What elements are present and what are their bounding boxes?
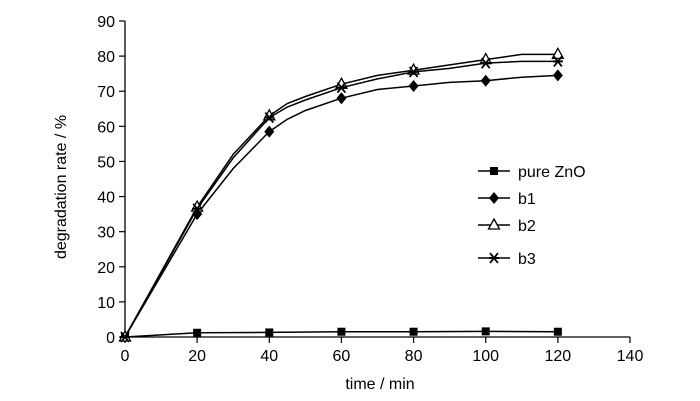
data-point — [193, 328, 202, 337]
y-tick-label: 90 — [97, 14, 115, 31]
legend-marker — [489, 252, 499, 264]
y-axis-title: degradation rate / % — [53, 115, 70, 259]
legend-label: b1 — [518, 191, 536, 208]
y-tick-label: 30 — [97, 225, 115, 242]
series-line — [124, 74, 558, 338]
x-tick-label: 0 — [121, 348, 130, 365]
data-point — [265, 328, 274, 337]
series-4 — [120, 55, 563, 343]
x-tick-label: 20 — [188, 348, 206, 365]
y-tick-label: 60 — [97, 119, 115, 136]
legend: pure ZnO b1 b2 b3 — [478, 164, 586, 268]
y-tick-label: 80 — [97, 49, 115, 66]
y-tick-label: 40 — [97, 190, 115, 207]
data-point — [336, 92, 347, 105]
data-point — [553, 327, 562, 336]
legend-marker — [487, 217, 501, 230]
legend-item: b3 — [478, 251, 536, 268]
data-point — [337, 327, 346, 336]
data-point — [480, 57, 491, 69]
axis-ticks: 0 20 40 60 80 100 120 140 0 10 20 30 40 50 60 70 80 90 — [97, 14, 643, 365]
series-2 — [120, 69, 563, 343]
data-point — [264, 111, 275, 124]
data-point — [264, 125, 275, 138]
data-point — [336, 82, 347, 94]
legend-label: pure ZnO — [518, 164, 586, 181]
data-point — [551, 47, 565, 60]
axes — [124, 21, 630, 338]
y-tick-label: 20 — [97, 260, 115, 277]
x-tick-label: 140 — [617, 348, 644, 365]
legend-item: b1 — [478, 191, 536, 208]
data-point — [408, 79, 419, 92]
data-point — [552, 69, 563, 82]
x-tick-label: 120 — [545, 348, 572, 365]
x-tick-label: 60 — [333, 348, 351, 365]
legend-item: pure ZnO — [478, 164, 586, 181]
x-tick-label: 80 — [405, 348, 423, 365]
legend-marker — [490, 167, 498, 175]
x-tick-label: 40 — [260, 348, 278, 365]
data-point — [480, 74, 491, 87]
data-point — [552, 55, 563, 67]
series-layer — [118, 47, 565, 343]
x-axis-title: time / min — [345, 376, 414, 393]
legend-label: b3 — [518, 251, 536, 268]
data-point — [409, 327, 418, 336]
y-tick-label: 50 — [97, 154, 115, 171]
data-point — [120, 331, 130, 343]
legend-marker — [489, 192, 499, 204]
legend-item: b2 — [478, 217, 536, 235]
y-tick-label: 0 — [106, 330, 115, 347]
data-point — [192, 203, 203, 215]
y-tick-label: 70 — [97, 84, 115, 101]
data-point — [408, 66, 419, 78]
data-point — [481, 327, 490, 336]
legend-label: b2 — [518, 218, 536, 235]
y-tick-label: 10 — [97, 295, 115, 312]
x-tick-label: 100 — [472, 348, 499, 365]
